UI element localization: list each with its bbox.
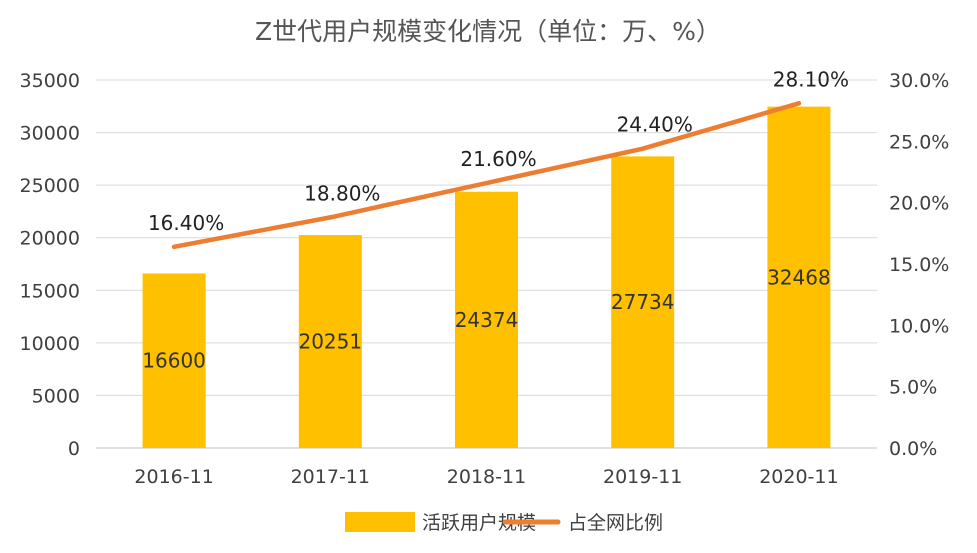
y-left-tick-label: 25000: [20, 175, 80, 197]
bar-value-label: 16600: [142, 349, 206, 373]
line-point: [796, 101, 802, 106]
bar: [611, 156, 675, 449]
left-axis: 0 5000 10000 15000 20000 25000 30000 35000: [20, 70, 80, 460]
y-right-tick-label: 10.0%: [889, 315, 949, 337]
line-point: [484, 180, 489, 186]
bar-series: 16600 20251 24374 27734 32468: [142, 106, 831, 449]
bar: [455, 191, 518, 448]
bar-value-label: 27734: [611, 290, 675, 314]
x-tick-label: 2019-11: [603, 466, 682, 488]
y-left-tick-label: 0: [68, 438, 80, 460]
bar-value-label: 24374: [455, 308, 519, 332]
y-right-tick-label: 20.0%: [889, 193, 949, 215]
x-tick-label: 2018-11: [447, 466, 526, 488]
y-left-tick-label: 35000: [20, 70, 80, 92]
legend: 活跃用户规模 占全网比例: [345, 512, 663, 534]
bar: [142, 273, 206, 448]
y-left-tick-label: 20000: [20, 228, 80, 250]
y-right-tick-label: 25.0%: [889, 131, 949, 153]
bar-value-label: 32468: [767, 265, 831, 289]
line-value-label: 16.40%: [148, 211, 224, 235]
x-axis: 2016-11 2017-11 2018-11 2019-11 2020-11: [134, 466, 838, 488]
legend-label-bar: 活跃用户规模: [422, 512, 536, 534]
x-tick-label: 2016-11: [134, 466, 213, 488]
y-left-tick-label: 30000: [20, 123, 80, 145]
line-point: [640, 146, 645, 151]
line-value-label: 18.80%: [304, 181, 380, 205]
line-point: [328, 215, 333, 220]
bar: [767, 106, 831, 449]
y-left-tick-label: 15000: [20, 280, 80, 302]
right-axis: 0.0% 5.0% 10.0% 15.0% 20.0% 25.0% 30.0%: [889, 70, 949, 460]
y-left-tick-label: 5000: [32, 385, 80, 407]
line-value-label: 21.60%: [460, 147, 536, 171]
line-point: [171, 244, 177, 250]
legend-label-line: 占全网比例: [568, 512, 663, 534]
line-value-label: 24.40%: [617, 113, 693, 137]
y-right-tick-label: 5.0%: [889, 377, 937, 399]
y-left-tick-label: 10000: [20, 333, 80, 355]
x-tick-label: 2020-11: [759, 466, 838, 488]
legend-swatch-bar: [345, 512, 415, 532]
y-right-tick-label: 0.0%: [889, 438, 937, 460]
x-tick-label: 2017-11: [291, 466, 370, 488]
chart-title: Z世代用户规模变化情况（单位：万、%）: [255, 17, 721, 46]
line-value-label: 28.10%: [773, 67, 849, 91]
y-right-tick-label: 30.0%: [889, 70, 949, 92]
y-right-tick-label: 15.0%: [889, 254, 949, 276]
bar: [298, 235, 362, 448]
line-series: 16.40% 18.80% 21.60% 24.40% 28.10%: [148, 67, 849, 250]
bar-value-label: 20251: [298, 330, 362, 354]
